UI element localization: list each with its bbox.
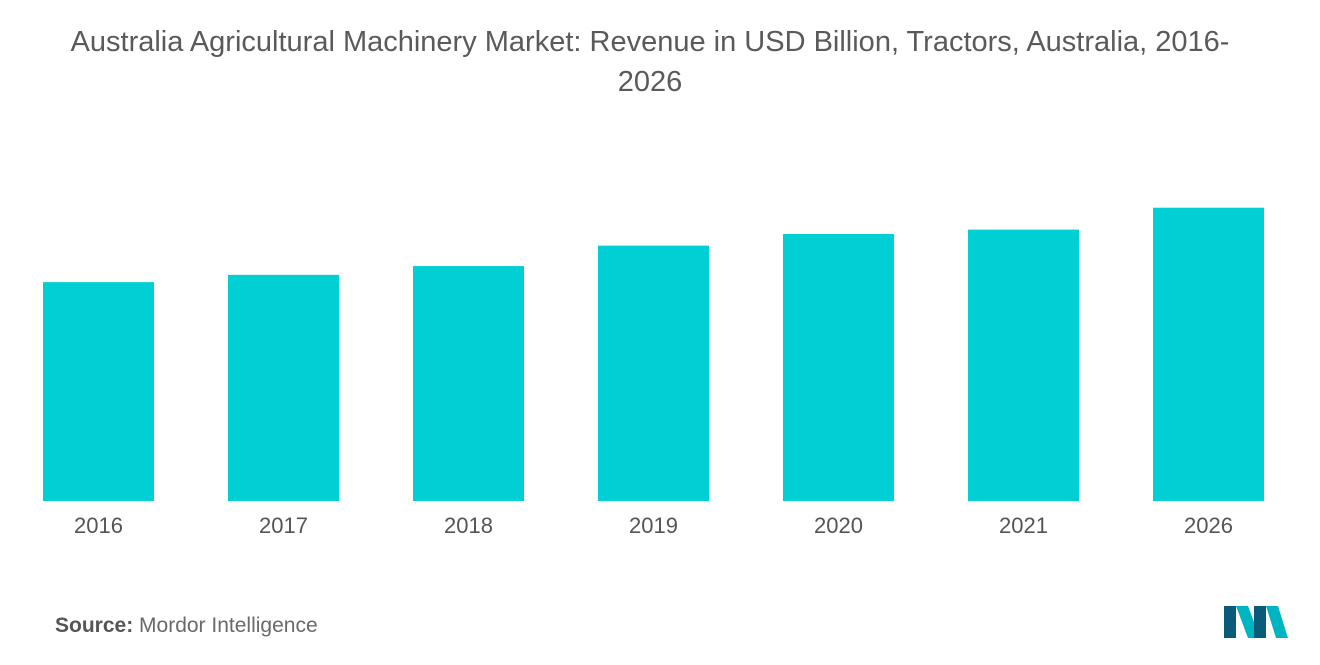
bar-2018: [413, 266, 524, 501]
x-tick-label-2019: 2019: [629, 513, 678, 538]
source-label: Source:: [55, 614, 134, 637]
bar-2019: [598, 245, 709, 501]
bar-2017: [228, 274, 339, 501]
x-tick-label-2017: 2017: [259, 513, 308, 538]
x-tick-label-2016: 2016: [74, 513, 123, 538]
bar-2016: [43, 282, 154, 501]
x-tick-label-2018: 2018: [444, 513, 493, 538]
source-value: Mordor Intelligence: [139, 614, 318, 637]
x-tick-label-2020: 2020: [814, 513, 863, 538]
bar-2026: [1153, 207, 1264, 502]
x-axis-tick-labels: 2016 2017 2018 2019 2020 2021 2026: [74, 513, 1233, 538]
bar-chart: 2016 2017 2018 2019 2020 2021 2026: [43, 207, 1264, 538]
mordor-intelligence-logo: [1224, 606, 1288, 638]
bar-group: [43, 207, 1264, 502]
bar-2020: [783, 233, 894, 501]
x-tick-label-2026: 2026: [1184, 513, 1233, 538]
chart-title: Australia Agricultural Machinery Market:…: [70, 26, 1230, 98]
bar-2021: [968, 229, 1079, 502]
x-tick-label-2021: 2021: [999, 513, 1048, 538]
source-note: Source: Mordor Intelligence: [55, 614, 318, 638]
